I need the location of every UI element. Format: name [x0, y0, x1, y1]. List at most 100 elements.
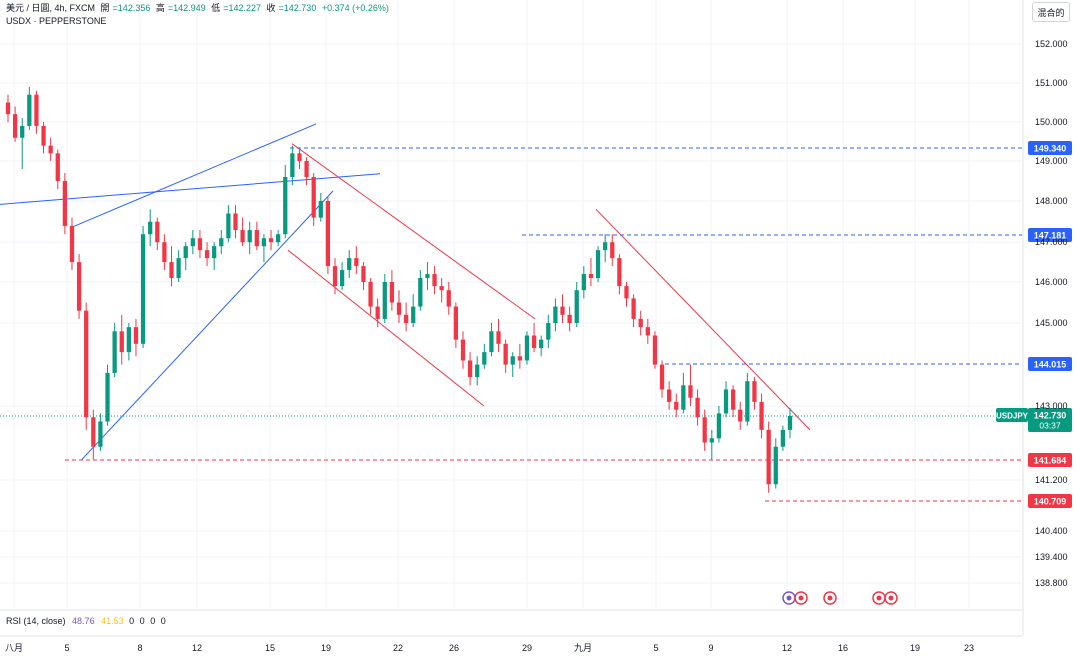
candle-body: [652, 335, 658, 365]
candle-body: [503, 343, 508, 365]
candle-body: [126, 327, 131, 353]
candle-body: [482, 352, 487, 365]
x-tick-label: 15: [265, 643, 275, 653]
candle-body: [730, 389, 736, 410]
y-tick-label: 152.000: [1035, 39, 1068, 49]
y-tick-label: 149.000: [1035, 156, 1068, 166]
rsi-zero-1: 0: [129, 616, 135, 626]
trendline: [71, 123, 317, 228]
candle-body: [645, 327, 650, 336]
x-tick-label: 26: [449, 643, 459, 653]
horizontal-levels: 149.340 147.181 144.015 141.684 140.709 USDJP…: [0, 141, 1072, 508]
symbol-tag-label: USDJPY: [996, 412, 1029, 421]
candle-body: [517, 356, 522, 361]
level-price-label: 141.684: [1034, 456, 1067, 466]
candle-body: [460, 339, 466, 361]
candle-body: [723, 389, 729, 414]
x-tick-label: 16: [838, 643, 848, 653]
candle-body: [5, 102, 11, 115]
candle-body: [667, 389, 672, 402]
x-tick-label: 22: [393, 643, 403, 653]
candle-body: [560, 306, 565, 315]
candle-body: [240, 230, 245, 243]
close-label: 收: [266, 3, 276, 13]
y-tick-label: 139.400: [1035, 552, 1068, 562]
trendline: [595, 208, 811, 431]
candle-body: [41, 125, 46, 146]
high-label: 高: [155, 3, 165, 13]
time-axis: 八月 5 8 12 15 19 22 26 29 九月 5 9 12 16 19 23: [5, 643, 974, 653]
candle-body: [183, 246, 188, 259]
candle-body: [546, 323, 551, 340]
x-tick-label: 23: [964, 643, 974, 653]
x-tick-label: 19: [910, 643, 920, 653]
y-tick-label: 141.200: [1035, 475, 1068, 485]
y-tick-label: 148.000: [1035, 196, 1068, 206]
candle-body: [283, 177, 288, 235]
current-price-tag: [1028, 408, 1072, 432]
candle-body: [539, 339, 544, 348]
ohlc-line: 美元 / 日圓, 4h, FXCM 開 =142.356 高 =142.949 低 =…: [6, 2, 392, 15]
candle-body: [638, 318, 643, 328]
candle-body: [268, 238, 274, 243]
candle-body: [354, 258, 359, 267]
scale-mode-button[interactable]: 混合的: [1032, 2, 1070, 22]
candle-body: [510, 356, 515, 365]
candle-body: [418, 278, 423, 307]
candle-body: [98, 421, 103, 447]
candle-body: [631, 298, 636, 319]
candle-body: [119, 331, 124, 353]
candle-body: [48, 145, 53, 154]
candle-body: [389, 282, 395, 303]
change-value: +0.374 (+0.26%): [321, 3, 389, 13]
candle-body: [226, 213, 231, 239]
candle-body: [169, 262, 174, 279]
x-tick-label: 9: [708, 643, 713, 653]
candle-body: [76, 262, 82, 311]
candle-body: [659, 364, 665, 390]
candle-body: [84, 310, 89, 418]
candle-body: [318, 201, 323, 218]
trendlines: [0, 123, 811, 460]
open-value: =142.356: [112, 3, 151, 13]
countdown-label: 03:37: [1039, 421, 1061, 431]
x-tick-label: 12: [192, 643, 202, 653]
y-tick-label: 146.000: [1035, 277, 1068, 287]
candle-body: [140, 234, 146, 344]
low-value: =142.227: [223, 3, 261, 13]
candle-body: [12, 114, 18, 138]
candle-body: [581, 274, 586, 291]
candle-body: [332, 266, 338, 287]
candle-body: [34, 94, 39, 126]
candle-body: [432, 274, 437, 287]
candle-body: [219, 238, 224, 247]
level-price-label: 140.709: [1034, 497, 1067, 507]
rsi-zero-3: 0: [150, 616, 156, 626]
y-tick-label: 143.000: [1035, 401, 1068, 411]
candle-body: [595, 250, 601, 279]
candle-body: [403, 314, 409, 323]
close-value: =142.730: [278, 3, 317, 13]
candle-body: [588, 274, 594, 279]
candle-body: [347, 258, 352, 271]
event-icon-dot: [876, 595, 882, 601]
rsi-label: RSI (14, close): [6, 616, 66, 626]
candle-body: [361, 266, 366, 282]
candle-body: [290, 153, 295, 177]
level-price-label: 144.015: [1034, 360, 1067, 370]
candle-body: [276, 234, 281, 243]
candle-body: [766, 429, 771, 485]
candle-body: [91, 417, 96, 447]
candle-body: [453, 306, 459, 340]
candle-body: [133, 327, 139, 344]
candle-body: [531, 335, 537, 348]
candle-body: [190, 238, 195, 247]
trendline: [81, 190, 334, 460]
x-tick-label: 5: [653, 643, 658, 653]
candle-body: [702, 417, 707, 443]
candle-body: [695, 397, 700, 418]
y-tick-label: 138.800: [1035, 578, 1068, 588]
candle-body: [247, 230, 252, 243]
candle-body: [787, 416, 793, 430]
